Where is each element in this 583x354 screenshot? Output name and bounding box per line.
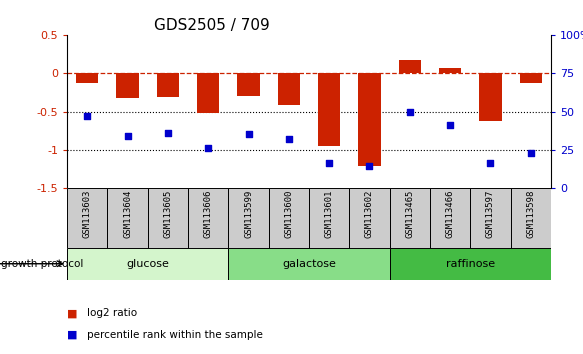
Bar [147, 188, 188, 248]
Bar [107, 188, 147, 248]
Text: GSM113598: GSM113598 [526, 189, 535, 238]
Point [163, 130, 173, 136]
Point [244, 131, 253, 137]
Text: GSM113603: GSM113603 [83, 189, 92, 238]
Bar [229, 248, 389, 280]
Text: GSM113606: GSM113606 [203, 189, 213, 238]
Point [123, 133, 132, 139]
Point [83, 113, 92, 119]
Bar [399, 60, 421, 73]
Bar [359, 73, 381, 166]
Point [405, 109, 415, 114]
Bar [309, 188, 349, 248]
Point [325, 160, 334, 166]
Bar [197, 73, 219, 113]
Text: GSM113600: GSM113600 [285, 189, 293, 238]
Text: GSM113602: GSM113602 [365, 189, 374, 238]
Point [445, 122, 455, 128]
Text: percentile rank within the sample: percentile rank within the sample [87, 330, 264, 339]
Point [365, 164, 374, 169]
Text: GSM113465: GSM113465 [405, 189, 415, 238]
Bar [117, 73, 139, 98]
Bar [389, 248, 551, 280]
Bar [470, 188, 511, 248]
Bar [188, 188, 229, 248]
Text: GSM113604: GSM113604 [123, 189, 132, 238]
Text: GSM113601: GSM113601 [325, 189, 333, 238]
Text: GSM113597: GSM113597 [486, 189, 495, 238]
Bar [237, 73, 259, 96]
Bar [278, 73, 300, 105]
Text: GSM113605: GSM113605 [163, 189, 173, 238]
Bar [511, 188, 551, 248]
Text: growth protocol: growth protocol [1, 259, 83, 269]
Point [486, 160, 495, 166]
Bar [439, 68, 461, 73]
Text: galactose: galactose [282, 259, 336, 269]
Bar [349, 188, 389, 248]
Bar [479, 73, 501, 121]
Bar [269, 188, 309, 248]
Text: glucose: glucose [127, 259, 169, 269]
Bar [430, 188, 470, 248]
Text: GDS2505 / 709: GDS2505 / 709 [154, 18, 270, 33]
Bar [67, 188, 107, 248]
Bar [519, 73, 542, 82]
Bar [318, 73, 340, 146]
Point [284, 136, 293, 142]
Text: GSM113466: GSM113466 [445, 189, 455, 238]
Bar [76, 73, 99, 83]
Bar [157, 73, 179, 97]
Text: log2 ratio: log2 ratio [87, 308, 138, 318]
Bar [229, 188, 269, 248]
Text: ■: ■ [67, 330, 78, 339]
Point [526, 150, 535, 155]
Text: raffinose: raffinose [446, 259, 495, 269]
Point [203, 145, 213, 151]
Bar [389, 188, 430, 248]
Text: GSM113599: GSM113599 [244, 189, 253, 238]
Text: ■: ■ [67, 308, 78, 318]
Bar [67, 248, 229, 280]
